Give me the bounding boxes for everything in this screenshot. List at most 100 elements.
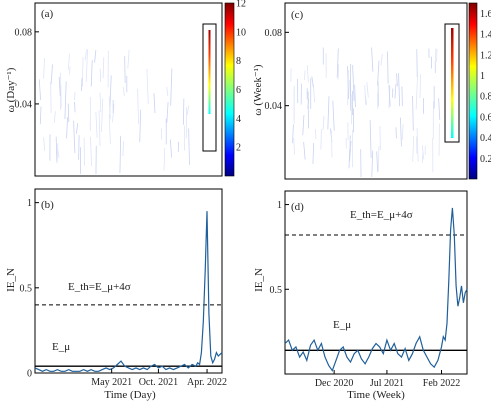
panel-a: (a) 0.04 0.08 ω (Day⁻¹) 2 4 6 8 10 12 <box>5 0 246 177</box>
ytick-label: 1 <box>27 198 32 209</box>
spectral-stroke <box>400 117 402 147</box>
spectral-stroke <box>102 57 105 79</box>
spectral-stroke <box>394 83 397 99</box>
colorbar-tick-label: 1 <box>480 71 485 82</box>
spectral-stroke <box>371 150 374 178</box>
spectral-stroke <box>412 95 414 131</box>
spectral-stroke <box>412 136 415 162</box>
panel-a-label: (a) <box>41 8 54 20</box>
spectral-stroke <box>380 53 383 66</box>
spectral-stroke <box>369 120 372 159</box>
spectral-stroke <box>366 82 369 98</box>
spectral-stroke <box>332 100 335 131</box>
spectral-stroke <box>415 74 419 110</box>
colorbar-tick-label: 12 <box>236 0 246 10</box>
spectral-stroke <box>292 124 294 144</box>
spectral-stroke <box>312 143 315 164</box>
spectral-stroke <box>347 66 350 100</box>
spectral-stroke <box>98 110 101 146</box>
spectral-stroke <box>99 68 102 83</box>
spectral-stroke <box>337 63 339 80</box>
colorbar-tick-label: 8 <box>236 56 241 67</box>
ytick-label: 1 <box>277 200 282 211</box>
colorbar-tick-label: 4 <box>236 114 241 125</box>
panel-d-label: (d) <box>291 201 304 213</box>
panel-d-xlabel: Time (Week) <box>347 389 405 401</box>
spectral-stroke <box>57 148 60 158</box>
panel-c-yticks: 0.04 0.08 <box>265 28 289 112</box>
colorbar-tick-label: 0.6 <box>480 112 491 123</box>
spectral-stroke <box>163 147 166 171</box>
panel-a-ylabel: ω (Day⁻¹) <box>5 67 17 112</box>
spectral-stroke <box>108 113 111 145</box>
xtick-label: Apr. 2022 <box>187 377 227 388</box>
spectral-stroke <box>349 140 352 162</box>
panel-a-hot-streak <box>208 30 211 114</box>
spectral-stroke <box>146 68 149 104</box>
spectral-stroke <box>74 91 76 101</box>
ytick-label: 0.04 <box>265 101 283 112</box>
spectral-stroke <box>327 96 330 130</box>
spectral-stroke <box>66 117 68 139</box>
spectral-stroke <box>186 105 190 115</box>
spectral-stroke <box>108 96 111 119</box>
panel-c-highlight-box <box>444 23 460 143</box>
panel-d-mean-label: E_μ <box>333 319 351 331</box>
spectral-stroke <box>438 98 441 120</box>
spectral-stroke <box>170 68 173 106</box>
colorbar-tick-label: 10 <box>236 27 246 38</box>
ytick-label: 0 <box>27 369 32 380</box>
spectral-stroke <box>306 65 309 83</box>
spectral-stroke <box>419 74 422 99</box>
panel-d-series-line <box>284 207 468 372</box>
spectral-stroke <box>53 111 56 123</box>
colorbar-tick-label: 1.4 <box>480 30 491 41</box>
spectral-stroke <box>94 49 97 63</box>
ytick-label: 0.08 <box>15 27 33 38</box>
spectral-stroke <box>69 66 71 75</box>
panel-d-threshold-label: E_th=E_μ+4σ <box>350 209 413 221</box>
spectral-stroke <box>416 128 419 162</box>
panel-a-colorbar-ticks: 2 4 6 8 10 12 <box>236 0 246 154</box>
panel-b-label: (b) <box>41 199 54 211</box>
spectral-stroke <box>39 106 42 125</box>
spectral-stroke <box>304 70 306 81</box>
spectral-stroke <box>311 76 314 88</box>
panel-b-series-line <box>34 211 223 372</box>
spectral-stroke <box>90 136 92 166</box>
xtick-label: Oct. 2021 <box>139 377 178 388</box>
spectral-stroke <box>371 47 374 72</box>
spectral-stroke <box>421 145 425 160</box>
panel-c-spectral-texture <box>290 47 441 178</box>
spectral-stroke <box>349 80 352 111</box>
spectral-stroke <box>50 81 52 113</box>
spectral-stroke <box>330 130 333 158</box>
panel-c-ylabel: ω (Week⁻¹) <box>252 64 264 116</box>
panel-a-highlight-box <box>202 23 217 152</box>
colorbar-tick-label: 1.6 <box>480 9 491 20</box>
spectral-stroke <box>364 85 366 105</box>
spectral-stroke <box>84 49 87 61</box>
panel-b-frame <box>34 188 223 374</box>
spectral-stroke <box>55 136 58 162</box>
spectral-stroke <box>67 53 71 71</box>
panel-a-yticks: 0.04 0.08 <box>15 27 39 110</box>
spectral-stroke <box>38 79 41 100</box>
spectral-stroke <box>293 137 295 155</box>
spectral-stroke <box>76 123 79 134</box>
spectral-stroke <box>50 64 53 85</box>
spectral-stroke <box>352 65 355 101</box>
spectral-stroke <box>188 128 190 165</box>
xtick-label: May 2021 <box>91 377 132 388</box>
panel-d-xticks: Dec 2020 Jul 2021 Feb 2022 <box>315 370 460 389</box>
spectral-stroke <box>43 57 45 80</box>
spectral-stroke <box>137 88 139 125</box>
panel-b: (b) E_th=E_μ+4σ E_μ 00.51 May 2021 Oct. 2… <box>5 188 227 401</box>
spectral-stroke <box>354 84 356 108</box>
spectral-stroke <box>95 111 98 138</box>
spectral-stroke <box>153 93 156 114</box>
spectral-stroke <box>73 120 76 153</box>
colorbar-tick-label: 2 <box>236 143 241 154</box>
spectral-stroke <box>166 86 169 96</box>
spectral-stroke <box>99 92 102 113</box>
